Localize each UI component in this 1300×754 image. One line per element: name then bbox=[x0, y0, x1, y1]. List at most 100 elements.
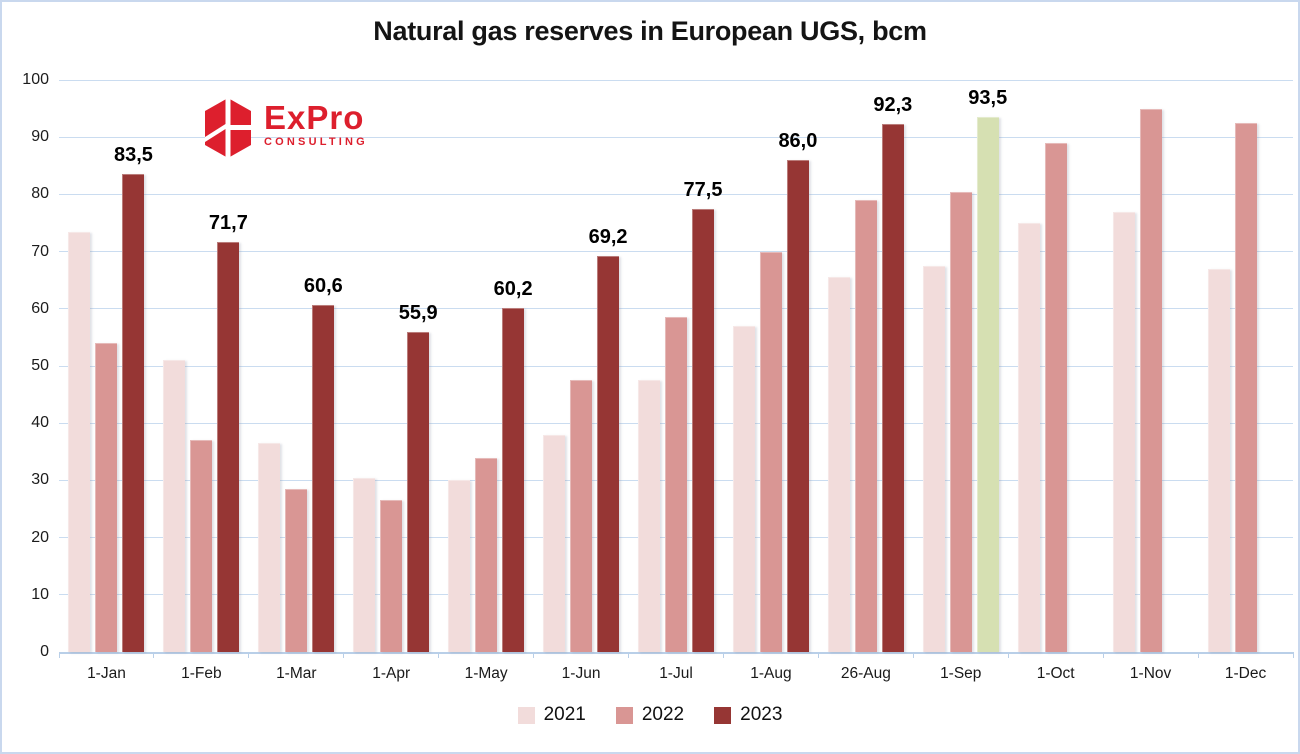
y-axis-tick-label: 0 bbox=[40, 643, 49, 660]
bar-2021 bbox=[353, 477, 376, 652]
chart-plot-area: 0 10 20 30 40 50 60 70 80 90 100 1-Jan 83,5 1-Feb 71,7… bbox=[22, 71, 1294, 682]
legend-item-2022: 2022 bbox=[615, 704, 685, 726]
data-label: 93,5 bbox=[968, 87, 1008, 110]
x-axis-tick bbox=[1197, 652, 1199, 658]
x-axis-label: 1-Jun bbox=[561, 665, 601, 682]
bar-group bbox=[1198, 80, 1293, 652]
bar-group bbox=[1008, 80, 1103, 652]
bar-2022 bbox=[664, 317, 687, 652]
bar-2021 bbox=[922, 265, 945, 652]
x-axis-tick bbox=[1102, 652, 1104, 658]
data-label: 71,7 bbox=[208, 211, 248, 234]
bar-2022 bbox=[570, 380, 593, 652]
y-axis-tick-label: 50 bbox=[31, 357, 49, 374]
legend: 2021 2022 2023 bbox=[2, 704, 1298, 726]
legend-item-2023: 2023 bbox=[714, 704, 782, 726]
bar-2023: 86,0 bbox=[778, 130, 817, 652]
bar-2022 bbox=[949, 191, 972, 652]
bar-2021 bbox=[637, 380, 660, 652]
bar-group bbox=[1103, 80, 1198, 652]
bar-2021 bbox=[827, 277, 850, 652]
data-label: 86,0 bbox=[778, 130, 818, 153]
bar-2021 bbox=[68, 231, 91, 652]
data-label: 60,6 bbox=[303, 275, 343, 298]
x-axis-tick bbox=[248, 652, 250, 658]
legend-label: 2021 bbox=[543, 704, 586, 725]
bar-2023: 55,9 bbox=[399, 302, 438, 652]
y-axis-tick-label: 10 bbox=[31, 585, 49, 603]
expro-logo: ExPro CONSULTING bbox=[204, 97, 368, 159]
bar-2023-highlighted: 93,5 bbox=[968, 87, 1007, 652]
y-axis-tick-label: 20 bbox=[31, 528, 49, 546]
x-axis-tick bbox=[343, 652, 345, 658]
bar-2021 bbox=[258, 443, 281, 652]
data-label: 77,5 bbox=[683, 178, 723, 201]
legend-item-2021: 2021 bbox=[517, 704, 586, 726]
bar-group: 83,5 bbox=[59, 80, 154, 652]
bar-group: 86,0 bbox=[723, 80, 818, 652]
bar-2022 bbox=[854, 200, 877, 652]
bar-2022 bbox=[1234, 122, 1257, 652]
x-axis-label: 1-Jan bbox=[87, 665, 126, 682]
expro-logo-text: ExPro CONSULTING bbox=[264, 97, 368, 148]
y-axis-tick-label: 70 bbox=[31, 242, 49, 260]
legend-swatch-2021 bbox=[517, 706, 535, 724]
bar-2021 bbox=[163, 360, 186, 652]
y-axis-tick-label: 60 bbox=[31, 299, 49, 317]
x-axis-label: 1-Jul bbox=[659, 665, 693, 682]
y-axis-tick-label: 90 bbox=[31, 128, 49, 146]
x-axis-label: 1-May bbox=[464, 665, 508, 682]
bar-2021 bbox=[732, 325, 755, 652]
bar-2022 bbox=[190, 440, 213, 652]
y-axis-tick-label: 40 bbox=[31, 414, 49, 432]
x-axis-tick bbox=[912, 652, 914, 658]
x-axis-label: 1-Apr bbox=[372, 665, 411, 682]
bar-2021 bbox=[448, 480, 471, 652]
bar-2023: 77,5 bbox=[684, 179, 722, 652]
x-axis-tick bbox=[1292, 652, 1294, 658]
data-label: 60,2 bbox=[493, 277, 533, 300]
bar-group: 60,6 bbox=[249, 80, 344, 652]
x-axis-tick bbox=[438, 652, 440, 658]
expro-consulting-label: CONSULTING bbox=[264, 136, 368, 148]
bar-group: 69,2 bbox=[534, 80, 629, 652]
x-axis-label: 1-Sep bbox=[940, 665, 982, 682]
gridline bbox=[59, 193, 1293, 195]
bar-group: 55,9 bbox=[344, 80, 439, 652]
gridline bbox=[59, 136, 1293, 138]
x-axis-label: 1-Oct bbox=[1036, 665, 1075, 682]
bar-2021 bbox=[1112, 211, 1135, 652]
gridline bbox=[59, 79, 1293, 81]
x-axis-tick bbox=[722, 652, 724, 658]
bar-2022 bbox=[475, 457, 498, 652]
x-axis-label: 26-Aug bbox=[840, 665, 891, 682]
bar-2023: 69,2 bbox=[589, 226, 628, 652]
legend-swatch-2023 bbox=[714, 706, 732, 724]
gridline bbox=[59, 308, 1293, 310]
y-axis-tick-label: 100 bbox=[22, 71, 49, 88]
data-label: 83,5 bbox=[113, 144, 153, 167]
bar-2022 bbox=[95, 343, 118, 652]
y-axis-tick-label: 80 bbox=[31, 185, 49, 203]
x-axis-tick bbox=[533, 652, 535, 658]
legend-label: 2022 bbox=[641, 704, 685, 725]
bar-group: 77,5 bbox=[629, 80, 724, 652]
bar-2021 bbox=[1017, 223, 1040, 652]
bar-group: 93,5 bbox=[913, 80, 1008, 652]
x-axis-label: 1-Nov bbox=[1129, 665, 1172, 682]
bar-2021 bbox=[1207, 268, 1230, 652]
x-axis-label: 1-Dec bbox=[1224, 665, 1267, 682]
y-axis-tick-label: 30 bbox=[31, 471, 49, 489]
bar-group: 71,7 bbox=[154, 80, 249, 652]
bar-2023: 83,5 bbox=[114, 144, 153, 652]
legend-label: 2023 bbox=[740, 704, 783, 725]
bar-2023: 71,7 bbox=[209, 212, 248, 652]
bar-2022 bbox=[759, 251, 782, 652]
data-label: 92,3 bbox=[873, 94, 913, 117]
x-axis-tick bbox=[58, 652, 60, 658]
chart-title: Natural gas reserves in European UGS, bc… bbox=[373, 16, 927, 46]
expro-brand-name: ExPro bbox=[264, 99, 365, 136]
x-axis-label: 1-Aug bbox=[750, 665, 792, 682]
data-label: 55,9 bbox=[398, 302, 438, 325]
